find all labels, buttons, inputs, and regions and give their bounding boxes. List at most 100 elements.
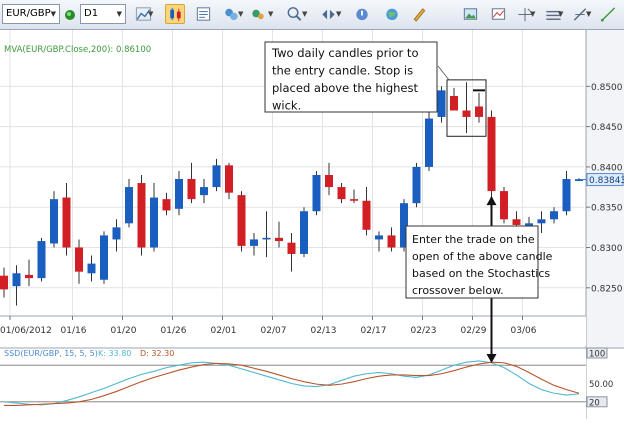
candle-body [575,179,583,182]
time-tick-label: 01/20 [111,326,137,336]
toolbar: EUR/GBP ▼ D1 ▼ ▼ ▼ ▼ ▼ ▼ ▼ ▼ ▼ [0,0,624,30]
candle [212,158,221,192]
candle [400,199,408,252]
candle-body [500,191,508,220]
candle [100,231,108,284]
stochastic-d-label: D: 32.30 [140,349,174,358]
stochastic-k-label: K: 33.80 [98,349,131,358]
candle-body [212,165,221,188]
annotation-box-top [264,41,438,113]
candle [162,192,171,216]
crosshair-icon[interactable] [515,4,535,24]
time-tick-label: 01/06/2012 [0,326,52,336]
candle [375,231,383,252]
chevron-down-icon[interactable]: ▼ [148,10,154,18]
candle-body [225,165,233,193]
candle [462,82,471,134]
candle-body [537,219,546,224]
candle-body [175,179,183,209]
globe-icon[interactable] [382,4,402,24]
candle [62,183,71,256]
candle [175,170,183,216]
chevron-down-icon[interactable]: ▼ [586,10,592,18]
candle-body [0,275,8,290]
candle-body [50,199,58,244]
candle-body [275,237,283,242]
candle-mode-icon[interactable] [165,4,185,24]
color-dot-icon[interactable] [62,4,78,24]
annotation-bottom-text: Enter the trade on the open of the above … [412,233,553,297]
osc-tick-label: 100 [589,350,605,360]
candle [337,183,346,204]
chevron-down-icon[interactable]: ▼ [268,10,274,18]
chevron-down-icon[interactable]: ▼ [530,10,536,18]
candle [312,170,321,216]
price-tick-label: 0.8450 [591,123,623,133]
time-tick-label: 02/17 [361,326,387,336]
candle [12,265,21,306]
candle-body [350,199,358,201]
price-tick-label: 0.8400 [591,163,623,173]
candle [362,187,371,236]
zoom-icon[interactable] [284,4,304,24]
properties-icon[interactable] [193,4,213,24]
candle [50,191,58,248]
ray-icon[interactable] [598,4,618,24]
chevron-down-icon[interactable]: ▼ [336,10,342,18]
candle [137,174,146,256]
indicators-icon[interactable] [221,4,241,24]
candle [200,179,208,204]
time-tick-label: 02/01 [211,326,237,336]
candle-body [200,187,208,196]
candle [225,162,233,200]
trendline-icon[interactable] [570,4,590,24]
annotation-box-bottom [405,225,539,299]
candle [450,87,458,111]
osc-tick-label: 50.00 [589,380,613,390]
candle-body [450,95,458,111]
time-axis-background [0,316,586,346]
image-icon[interactable] [460,4,480,24]
chart-type-icon[interactable] [133,4,153,24]
strategies-icon[interactable] [248,4,268,24]
chevron-down-icon[interactable]: ▼ [558,10,564,18]
candle-body [150,197,158,248]
horizontal-line-icon[interactable] [543,4,563,24]
candle [300,207,308,258]
candle-body [75,247,83,272]
chart-snapshot-icon[interactable] [488,4,508,24]
time-tick-label: 03/06 [511,326,537,336]
candle [250,232,258,256]
stochastic-line-k [3,360,580,406]
candle-body [475,106,483,117]
time-tick-label: 01/16 [61,326,87,336]
candle [562,170,571,216]
candle [275,221,283,248]
alert-icon[interactable] [352,4,372,24]
candle-body [387,235,396,248]
timeframe-select[interactable]: D1 ▼ [80,4,126,24]
candle [187,162,196,204]
callout-pointer [437,65,450,81]
price-axis-background [586,30,624,348]
symbol-select[interactable]: EUR/GBP ▼ [2,4,60,24]
scroll-icon[interactable] [318,4,338,24]
candle [75,239,83,284]
candle-body [437,90,446,117]
chevron-down-icon[interactable]: ▼ [238,10,244,18]
highlight-box [446,79,487,137]
candle [437,86,446,123]
stochastic-label: SSD(EUR/GBP, 15, 5, 5) [4,349,98,358]
pencil-icon[interactable] [409,4,429,24]
candle-body [412,166,421,204]
candle-body [400,203,408,248]
candle-body [262,237,271,240]
candle-body [12,273,21,287]
price-tick-label: 0.8300 [591,244,623,254]
candle [112,219,121,252]
time-tick-label: 02/29 [461,326,487,336]
chevron-down-icon[interactable]: ▼ [302,10,308,18]
candle [500,187,508,224]
entry-arrow-head-up [486,196,497,206]
candle [387,227,396,252]
